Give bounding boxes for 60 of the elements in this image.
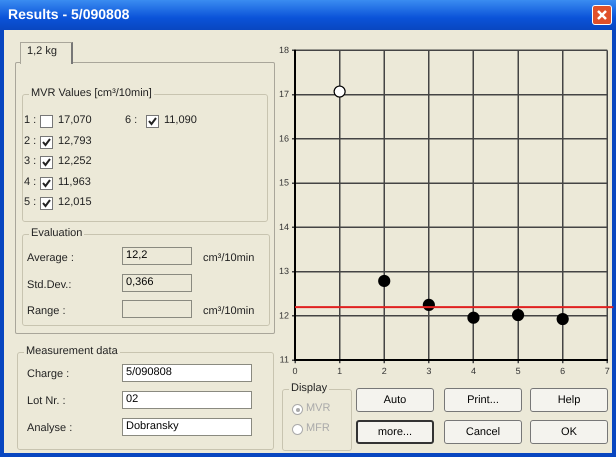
text: cm³/10min	[203, 305, 254, 317]
text: Measurement data	[24, 345, 120, 357]
x-tick-label: 2	[382, 366, 387, 376]
text: OK	[530, 420, 608, 444]
text: Charge :	[27, 368, 70, 380]
text: 2 :	[24, 134, 36, 146]
x-tick-label: 6	[560, 366, 566, 376]
y-tick-label: 18	[278, 44, 290, 55]
text: 11,090	[164, 114, 197, 126]
text-field: 5/090808	[122, 364, 252, 382]
text: 1 :	[24, 114, 36, 126]
text: 5 :	[24, 196, 36, 208]
text: Cancel	[444, 420, 522, 444]
text-field: 02	[122, 391, 252, 409]
point	[378, 274, 390, 288]
text: MVR	[306, 402, 330, 414]
y-tick-label: 15	[278, 178, 290, 188]
x-tick-label: 0	[292, 366, 298, 376]
x-tick-label: 5	[516, 366, 521, 376]
text: Range :	[27, 305, 66, 317]
text: Lot Nr. :	[27, 395, 66, 407]
x-tick-label: 1	[337, 366, 342, 376]
text-field: 12,2	[122, 247, 192, 265]
y-tick-label: 12	[278, 310, 290, 320]
y-tick-label: 16	[278, 133, 290, 144]
text: 3 :	[24, 155, 36, 167]
text: cm³/10min	[203, 252, 254, 264]
text-field: 0,366	[122, 274, 192, 292]
y-tick-label: 11	[280, 354, 290, 365]
text-field: Dobransky	[122, 418, 252, 436]
x-tick-label: 4	[470, 366, 476, 376]
y-tick-label: 13	[278, 266, 290, 276]
text: more...	[356, 420, 434, 444]
y-tick-label: 17	[278, 89, 290, 100]
point	[512, 308, 524, 322]
text: 1,2 kg	[27, 45, 57, 57]
text: Display	[289, 382, 330, 394]
x-tick-label: 7	[604, 366, 610, 376]
point	[467, 312, 480, 324]
point	[556, 312, 569, 326]
text: MVR Values [cm³/10min]	[29, 87, 154, 99]
text: Analyse :	[27, 422, 72, 434]
text: 6 :	[125, 114, 138, 126]
text: Help	[530, 388, 608, 412]
text: Results - 5/090808	[8, 6, 130, 22]
text: 4 :	[24, 176, 36, 188]
text: 17,070	[58, 114, 92, 126]
x-tick-label: 3	[426, 366, 432, 376]
text: 12,793	[58, 134, 92, 146]
text: Average :	[27, 252, 74, 264]
text: 12,015	[58, 196, 92, 208]
point	[334, 85, 346, 98]
text: Auto	[356, 388, 434, 412]
y-tick-label: 14	[278, 222, 290, 232]
text: MFR	[306, 422, 330, 434]
text: Std.Dev.:	[27, 279, 72, 291]
text: 12,252	[58, 155, 92, 167]
text: Evaluation	[29, 227, 84, 239]
text: Print...	[444, 388, 522, 412]
text: 11,963	[58, 176, 91, 188]
